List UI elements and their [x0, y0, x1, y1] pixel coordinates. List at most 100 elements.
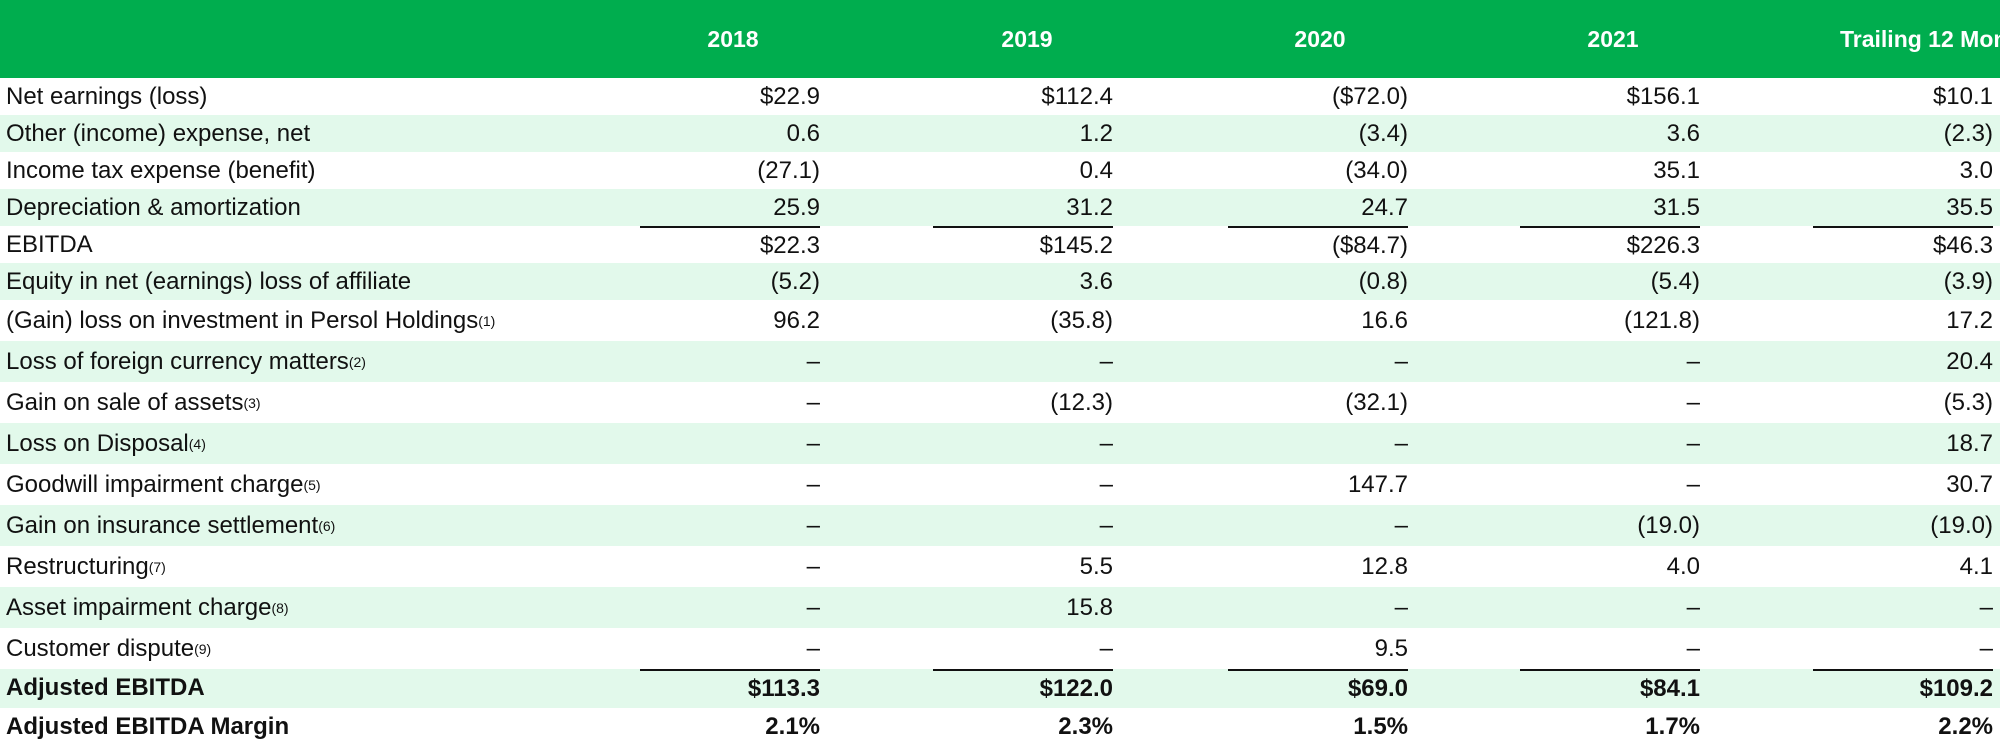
value-cell: 5.5: [1079, 552, 1113, 580]
value-cell: 96.2: [773, 306, 820, 334]
value-cell: 1.2: [1079, 119, 1113, 147]
value-cell: $22.3: [640, 226, 820, 263]
row-label: Gain on insurance settlement (6): [6, 511, 336, 539]
value-cell: –: [806, 511, 820, 539]
value-cell: (35.8): [1050, 306, 1113, 334]
value-cell: 31.5: [1653, 193, 1700, 221]
column-label: 2021: [1587, 25, 1639, 52]
value-cell: (3.4): [1358, 119, 1408, 147]
row-label: Goodwill impairment charge (5): [6, 470, 321, 498]
value-cell: (5.2): [770, 267, 820, 295]
row-label: Income tax expense (benefit): [6, 152, 316, 189]
value-cell: 30.7: [1946, 470, 1993, 498]
value-cell: –: [1686, 388, 1700, 416]
value-cell: 12.8: [1361, 552, 1408, 580]
value-cell: $69.0: [1228, 669, 1408, 708]
value-cell: 4.0: [1666, 552, 1700, 580]
row-label: Loss on Disposal (4): [6, 429, 206, 457]
value-cell: $10.1: [1932, 82, 1993, 110]
value-cell: –: [1979, 634, 1993, 662]
row-label: Gain on sale of assets (3): [6, 388, 261, 416]
row-background: [0, 505, 2000, 546]
value-cell: 3.6: [1079, 267, 1113, 295]
row-label: Net earnings (loss): [6, 78, 207, 115]
value-cell: 2.3%: [1058, 712, 1113, 740]
value-cell: –: [1686, 347, 1700, 375]
column-header: 2021: [1483, 0, 1743, 78]
value-cell: –: [1099, 511, 1113, 539]
value-cell: 3.6: [1666, 119, 1700, 147]
value-cell: –: [1099, 429, 1113, 457]
value-cell: 35.1: [1653, 156, 1700, 184]
value-cell: 147.7: [1347, 470, 1408, 498]
row-label: EBITDA: [6, 226, 93, 263]
row-background: [0, 669, 2000, 708]
row-label: Restructuring (7): [6, 552, 166, 580]
value-cell: –: [1099, 470, 1113, 498]
row-label-text: Loss of foreign currency matters: [6, 347, 349, 375]
value-cell: (5.3): [1943, 388, 1993, 416]
row-label-text: Asset impairment charge: [6, 593, 272, 621]
value-cell: –: [806, 388, 820, 416]
value-cell: ($72.0): [1331, 82, 1408, 110]
row-background: [0, 546, 2000, 587]
column-label: 2019: [1001, 25, 1053, 52]
value-cell: 0.6: [786, 119, 820, 147]
value-cell: (12.3): [1050, 388, 1113, 416]
value-cell: 24.7: [1361, 193, 1408, 221]
value-cell: –: [1099, 634, 1113, 662]
row-background: [0, 464, 2000, 505]
value-cell: 35.5: [1946, 193, 1993, 221]
value-cell: 2.1%: [765, 712, 820, 740]
value-cell: (19.0): [1637, 511, 1700, 539]
value-cell: 20.4: [1946, 347, 1993, 375]
value-cell: 18.7: [1946, 429, 1993, 457]
column-header: 2019: [897, 0, 1157, 78]
value-cell: $22.9: [759, 82, 820, 110]
row-background: [0, 78, 2000, 115]
value-cell: –: [1686, 593, 1700, 621]
value-cell: –: [806, 593, 820, 621]
row-background: [0, 152, 2000, 189]
row-label: Equity in net (earnings) loss of affilia…: [6, 263, 411, 300]
value-cell: (19.0): [1930, 511, 1993, 539]
value-cell: –: [1394, 511, 1408, 539]
value-cell: –: [1394, 593, 1408, 621]
column-header: Trailing 12 Months(10): [1785, 0, 2000, 78]
row-label-text: Gain on insurance settlement: [6, 511, 319, 539]
row-label: Loss of foreign currency matters (2): [6, 347, 366, 375]
value-cell: 25.9: [773, 193, 820, 221]
value-cell: $156.1: [1626, 82, 1700, 110]
row-background: [0, 300, 2000, 341]
value-cell: –: [1394, 429, 1408, 457]
row-label-text: Other (income) expense, net: [6, 119, 311, 147]
row-label: Other (income) expense, net: [6, 115, 310, 152]
value-cell: –: [806, 552, 820, 580]
value-cell: (5.4): [1650, 267, 1700, 295]
value-cell: $145.2: [933, 226, 1113, 263]
value-cell: $46.3: [1813, 226, 1993, 263]
value-cell: 9.5: [1374, 634, 1408, 662]
row-background: [0, 341, 2000, 382]
value-cell: $113.3: [640, 669, 820, 708]
value-cell: $109.2: [1813, 669, 1993, 708]
row-label-text: Loss on Disposal: [6, 429, 189, 457]
value-cell: 15.8: [1066, 593, 1113, 621]
row-background: [0, 628, 2000, 669]
row-label: Customer dispute (9): [6, 634, 212, 662]
row-background: [0, 263, 2000, 300]
value-cell: –: [1099, 347, 1113, 375]
value-cell: 0.4: [1079, 156, 1113, 184]
value-cell: 16.6: [1361, 306, 1408, 334]
row-label: Depreciation & amortization: [6, 189, 301, 226]
column-label: 2020: [1294, 25, 1346, 52]
row-label-text: Goodwill impairment charge: [6, 470, 304, 498]
value-cell: ($84.7): [1228, 226, 1408, 263]
value-cell: –: [1686, 429, 1700, 457]
row-background: [0, 226, 2000, 263]
value-cell: –: [1686, 470, 1700, 498]
column-header: 2018: [603, 0, 863, 78]
header-band: [0, 0, 2000, 78]
value-cell: 4.1: [1959, 552, 1993, 580]
